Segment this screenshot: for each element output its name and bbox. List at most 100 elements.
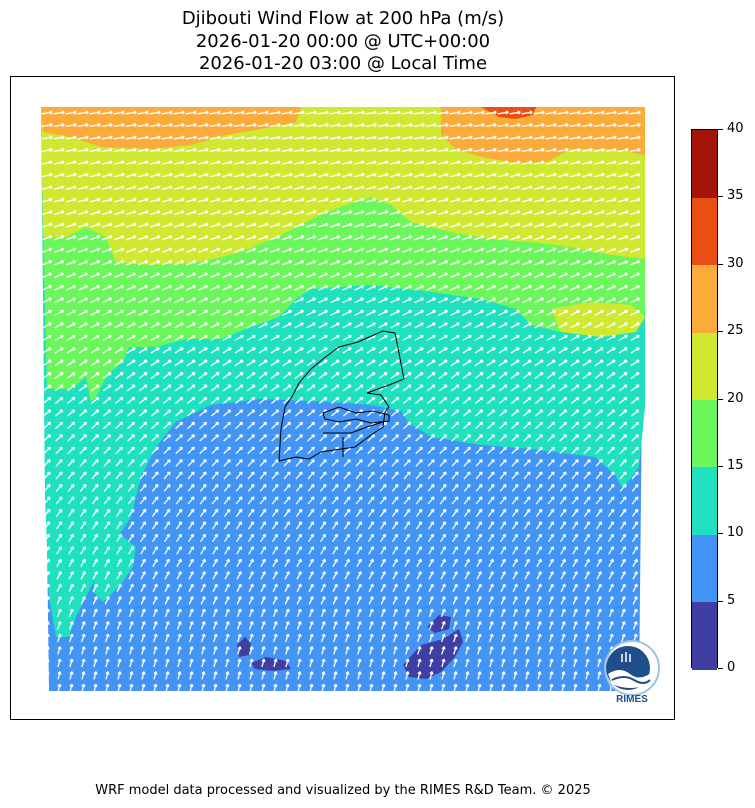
wind-arrow [342, 347, 352, 354]
wind-arrow [162, 310, 172, 316]
wind-arrow-head [121, 147, 125, 152]
wind-arrow [425, 186, 437, 190]
wind-arrow-head [132, 259, 137, 264]
wind-arrow [41, 111, 53, 115]
wind-arrow-head [420, 322, 424, 327]
wind-arrow-head [529, 172, 533, 177]
wind-arrow-head [408, 309, 412, 314]
wind-arrow-head [324, 297, 329, 302]
wind-arrow-head [600, 297, 605, 302]
wind-arrow-head [359, 359, 364, 364]
wind-arrow [77, 173, 89, 178]
wind-arrow-head [552, 309, 556, 314]
wind-arrow-head [145, 160, 149, 165]
wind-arrow [113, 248, 125, 253]
wind-arrow [401, 161, 413, 165]
wind-arrow [185, 223, 197, 228]
wind-arrow-head [481, 185, 485, 190]
wind-arrow [342, 260, 352, 266]
wind-arrow [617, 111, 629, 115]
speed-band-0-5-d [237, 637, 251, 657]
wind-arrow [306, 359, 316, 367]
wind-arrow [138, 285, 148, 291]
wind-arrow [353, 148, 365, 153]
wind-arrow [42, 297, 52, 304]
wind-arrow [90, 347, 100, 354]
wind-arrow-head [624, 322, 628, 327]
wind-arrow-head [265, 135, 269, 140]
wind-arrow-head [144, 297, 149, 302]
wind-arrow [510, 384, 520, 392]
wind-arrow [630, 384, 640, 392]
wind-arrow-head [360, 284, 365, 289]
wind-arrow-head [492, 259, 497, 264]
wind-arrow-head [229, 110, 233, 115]
wind-arrow [197, 173, 209, 178]
wind-arrow-head [408, 210, 413, 215]
wind-arrow-head [349, 122, 353, 128]
wind-arrow-head [193, 110, 197, 115]
wind-arrow [485, 173, 497, 178]
wind-arrow [353, 136, 365, 140]
wind-arrow [437, 148, 449, 153]
wind-arrow-head [132, 235, 137, 240]
wind-arrow [521, 223, 533, 228]
wind-arrow-head [528, 235, 533, 240]
wind-arrow [186, 359, 196, 367]
wind-arrow-head [349, 110, 353, 115]
wind-arrow [365, 248, 377, 253]
wind-arrow [245, 235, 257, 241]
wind-arrow [185, 186, 197, 190]
wind-arrow-head [432, 259, 437, 264]
wind-arrow [330, 384, 340, 392]
wind-arrow-head [181, 160, 185, 165]
wind-arrow [282, 334, 292, 342]
wind-arrow-head [516, 272, 521, 277]
wind-arrow-head [73, 110, 77, 115]
wind-arrow-head [469, 135, 473, 140]
wind-arrow-head [61, 197, 65, 202]
wind-arrow-head [192, 322, 196, 327]
wind-arrow-head [565, 135, 569, 140]
wind-arrow [126, 260, 136, 266]
wind-arrow [401, 223, 413, 228]
wind-arrow-head [504, 322, 508, 327]
wind-arrow [186, 347, 196, 354]
wind-arrow-head [119, 384, 124, 389]
wind-arrow [462, 297, 472, 304]
wind-arrow-head [444, 309, 448, 314]
wind-arrow-head [577, 160, 581, 165]
wind-arrow [341, 198, 353, 203]
wind-arrow-head [60, 322, 64, 327]
wind-arrow-head [312, 259, 317, 264]
wind-arrow [186, 334, 196, 342]
wind-arrow [426, 347, 436, 354]
wind-arrow-head [84, 347, 88, 351]
wind-arrow-head [421, 197, 425, 202]
wind-arrow [42, 384, 52, 392]
wind-arrow [618, 347, 628, 354]
wind-arrow-head [227, 372, 232, 376]
wind-arrow [425, 173, 437, 178]
wind-arrow [425, 148, 437, 153]
wind-arrow [413, 186, 425, 190]
wind-arrow-head [215, 359, 220, 364]
wind-arrow [222, 260, 232, 266]
wind-arrow [486, 272, 496, 279]
wind-arrow [317, 223, 329, 228]
wind-arrow [258, 334, 268, 342]
wind-arrow [594, 372, 604, 379]
wind-arrow [630, 322, 640, 329]
wind-arrow-head [612, 272, 617, 277]
wind-arrow-head [121, 197, 125, 202]
wind-arrow [270, 372, 280, 379]
wind-arrow [137, 173, 149, 178]
wind-arrow [450, 297, 460, 304]
wind-arrow-head [60, 284, 65, 289]
wind-arrow [378, 297, 388, 304]
wind-arrow [545, 210, 557, 216]
rimes-logo: RIMES [600, 640, 664, 706]
wind-arrow [185, 248, 197, 253]
wind-arrow-head [240, 347, 244, 351]
wind-arrow [125, 210, 137, 216]
